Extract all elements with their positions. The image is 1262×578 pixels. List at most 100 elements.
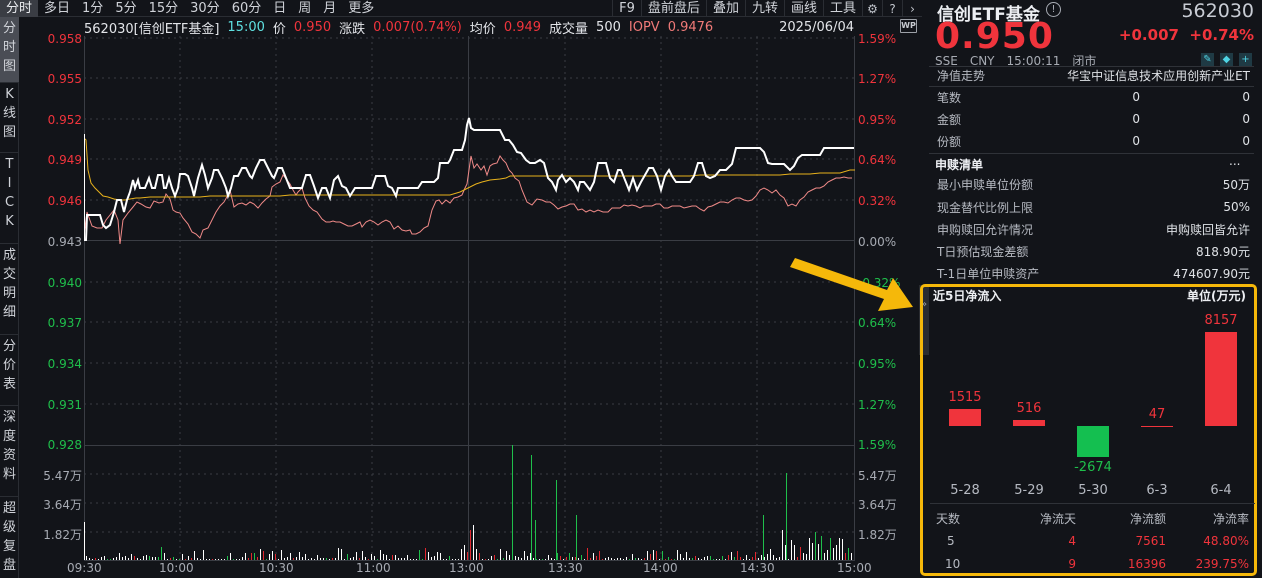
quote-info-line: 562030[信创ETF基金] 15:00 价 0.950 涨跌 0.007(0…: [84, 19, 854, 37]
subscription-row: 最小申赎单位份额 50万: [937, 173, 1250, 195]
overlay-button[interactable]: 叠加: [705, 0, 745, 17]
tab-15min[interactable]: 15分: [148, 0, 179, 16]
nav-trend-fund: 华宝中证信息技术应用创新产业ET: [1067, 68, 1250, 83]
avg-value: 0.949: [503, 20, 542, 35]
period-tab-bar: 分时 多日 1分 5分 15分 30分 60分 日 周 月 更多 F9 盘前盘后…: [0, 0, 922, 17]
pre-post-market-button[interactable]: 盘前盘后: [640, 0, 706, 17]
stat-label: 金额: [937, 112, 962, 127]
chevron-right-icon[interactable]: ›: [902, 0, 922, 17]
nav-trade-detail[interactable]: 成交明细: [0, 244, 19, 335]
sub-value: 474607.90元: [1173, 266, 1250, 281]
info-icon[interactable]: !: [1046, 2, 1061, 17]
tab-60min[interactable]: 60分: [231, 0, 262, 16]
change-pct: +0.74%: [1189, 26, 1254, 44]
quote-time: 15:00:11: [1006, 54, 1061, 68]
f9-button[interactable]: F9: [612, 0, 641, 17]
y-left-tick: 0.955: [47, 72, 82, 86]
fund-name: 信创ETF基金: [937, 5, 1040, 25]
market-status: 闭市: [1072, 54, 1097, 68]
add-icon[interactable]: +: [1239, 53, 1252, 66]
vol-tick: 1.82万: [43, 528, 82, 542]
nav-super-review[interactable]: 超级复盘: [2, 501, 16, 573]
y-left-tick: 0.937: [47, 316, 82, 330]
toolbar-right: F9 盘前盘后 叠加 九转 画线 工具 ⚙ ? ›: [612, 0, 922, 17]
sub-value: 818.90元: [1196, 244, 1250, 259]
stat-v2: 0: [1242, 90, 1250, 104]
tab-5min[interactable]: 5分: [115, 0, 137, 16]
netflow-value: 516: [1016, 401, 1042, 416]
netflow-date: 6-4: [1210, 483, 1232, 498]
tab-day[interactable]: 日: [273, 0, 287, 16]
y-right-tick: 0.64%: [858, 153, 897, 167]
stat-v1: 0: [1132, 134, 1140, 148]
y-right-tick: -0.32%: [858, 276, 901, 290]
y-right-tick: 0.32%: [858, 194, 897, 208]
th-net-rate: 净流率: [1212, 512, 1249, 526]
gear-icon[interactable]: ⚙: [862, 0, 882, 17]
td-net-rate: 239.75%: [1195, 557, 1249, 571]
tools-button[interactable]: 工具: [822, 0, 862, 17]
netflow-date: 6-3: [1146, 483, 1168, 498]
tab-month[interactable]: 月: [323, 0, 337, 16]
volume-value: 500: [596, 20, 621, 35]
sub-label: 申购赎回允许情况: [937, 222, 1034, 237]
netflow-highlight-box: [920, 284, 1257, 576]
exchange-label: SSE: [935, 54, 958, 68]
tab-multiday[interactable]: 多日: [44, 0, 71, 16]
avg-label: 均价: [469, 22, 496, 37]
collapse-panel-icon[interactable]: »: [919, 285, 929, 355]
price-value: 0.950: [293, 20, 332, 35]
netflow-bar-5-28: [949, 409, 981, 426]
y-right-tick: 1.59%: [858, 32, 897, 46]
netflow-bar-6-3: [1141, 426, 1173, 427]
netflow-unit: 单位(万元): [1187, 289, 1246, 303]
vol-tick-right: 3.64万: [858, 498, 897, 512]
time-label: 15:00: [227, 20, 265, 35]
td-days: 5: [947, 534, 955, 548]
intraday-chart[interactable]: [84, 36, 855, 563]
nav-intraday-chart[interactable]: 分时图: [0, 17, 19, 83]
sub-label: 现金替代比例上限: [937, 200, 1034, 215]
market-meta: SSE CNY 15:00:11 闭市: [935, 52, 1108, 69]
sub-value: 50万: [1222, 177, 1250, 192]
sub-value: 申购赎回皆允许: [1165, 222, 1250, 237]
subscription-row: 申购赎回允许情况 申购赎回皆允许: [937, 218, 1250, 240]
y-right-tick: 1.27%: [858, 398, 897, 412]
netflow-date: 5-30: [1078, 483, 1108, 498]
subscription-row: 现金替代比例上限 50%: [937, 196, 1250, 218]
stat-row: 金额 0 0: [937, 108, 1250, 130]
y-left-tick: 0.958: [47, 32, 82, 46]
subscription-title: 申赎清单: [935, 158, 984, 172]
td-sequential-button[interactable]: 九转: [744, 0, 784, 17]
netflow-date: 5-29: [1014, 483, 1044, 498]
tab-1min[interactable]: 1分: [82, 0, 104, 16]
tab-30min[interactable]: 30分: [190, 0, 220, 16]
help-icon[interactable]: ?: [882, 0, 902, 17]
volume-label: 成交量: [549, 22, 589, 37]
quote-tools: ✎ ◆ +: [1201, 53, 1252, 66]
tab-week[interactable]: 周: [298, 0, 312, 16]
more-button[interactable]: ...: [1229, 154, 1241, 168]
bell-icon[interactable]: ◆: [1220, 53, 1233, 66]
y-left-tick: 0.940: [47, 276, 82, 290]
nav-trend-row[interactable]: 净值走势 华宝中证信息技术应用创新产业ET: [937, 64, 1250, 86]
draw-line-button[interactable]: 画线: [783, 0, 823, 17]
wp-badge-icon[interactable]: WP: [900, 19, 917, 33]
quote-panel: 信创ETF基金 ! 562030 0.950 +0.007 +0.74% SSE…: [929, 0, 1262, 578]
netflow-table-header: 天数 净流天 净流额 净流率: [936, 510, 1249, 527]
nav-price-table[interactable]: 分价表: [0, 335, 19, 406]
netflow-table-row: 5 4 7561 48.80%: [936, 534, 1249, 548]
y-left-tick: 0.928: [47, 438, 82, 452]
tab-more[interactable]: 更多: [348, 0, 375, 16]
td-net-rate: 48.80%: [1203, 534, 1249, 548]
edit-icon[interactable]: ✎: [1201, 53, 1214, 66]
netflow-value: 1515: [948, 390, 982, 405]
nav-depth-info[interactable]: 深度资料: [0, 406, 19, 497]
tab-intraday[interactable]: 分时: [0, 0, 39, 17]
change-label: 涨跌: [339, 22, 366, 37]
iopv-label: IOPV: [628, 20, 660, 35]
stat-row: 笔数 0 0: [937, 86, 1250, 108]
